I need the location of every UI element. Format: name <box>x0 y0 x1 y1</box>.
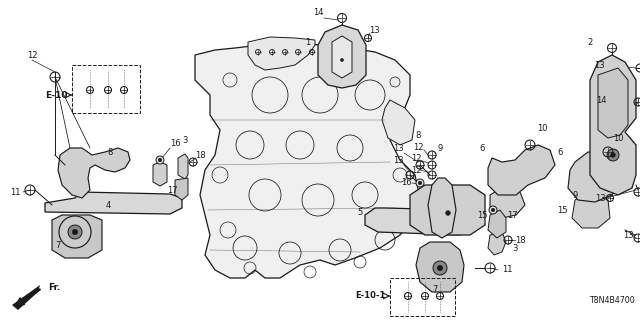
Text: 1: 1 <box>305 37 310 46</box>
Polygon shape <box>598 68 628 138</box>
Circle shape <box>418 181 422 185</box>
Text: 8: 8 <box>108 148 113 156</box>
Text: 18: 18 <box>195 150 205 159</box>
Text: T8N4B4700: T8N4B4700 <box>589 296 635 305</box>
Circle shape <box>332 50 352 70</box>
Text: 13: 13 <box>393 143 403 153</box>
Circle shape <box>156 156 164 164</box>
Text: 6: 6 <box>557 148 563 156</box>
Circle shape <box>445 211 451 215</box>
Text: 15: 15 <box>557 205 567 214</box>
Text: 13: 13 <box>623 230 634 239</box>
Circle shape <box>158 158 162 162</box>
Text: 12: 12 <box>411 165 421 174</box>
Circle shape <box>607 149 619 161</box>
Bar <box>390 278 455 316</box>
Circle shape <box>611 153 616 157</box>
Text: 13: 13 <box>369 26 380 35</box>
Text: 12: 12 <box>27 51 37 60</box>
Text: 2: 2 <box>588 37 593 46</box>
Text: 5: 5 <box>357 207 363 217</box>
Text: 16: 16 <box>401 178 412 187</box>
Text: 17: 17 <box>166 186 177 195</box>
Polygon shape <box>428 178 456 238</box>
Polygon shape <box>490 188 525 218</box>
Polygon shape <box>45 192 182 214</box>
Circle shape <box>68 225 82 239</box>
Circle shape <box>442 207 454 219</box>
Text: 4: 4 <box>106 201 111 210</box>
Text: 13: 13 <box>594 60 604 69</box>
Text: 15: 15 <box>477 211 487 220</box>
Text: 9: 9 <box>572 190 578 199</box>
Text: 7: 7 <box>55 241 61 250</box>
Circle shape <box>338 56 346 64</box>
Text: 11: 11 <box>10 188 20 196</box>
Polygon shape <box>58 148 130 198</box>
Polygon shape <box>248 37 315 70</box>
Polygon shape <box>572 194 610 228</box>
Text: 3: 3 <box>512 244 518 252</box>
Text: 12: 12 <box>413 142 423 151</box>
Polygon shape <box>382 100 415 145</box>
Circle shape <box>424 252 456 284</box>
Text: 9: 9 <box>437 143 443 153</box>
Text: 14: 14 <box>313 7 323 17</box>
Bar <box>72 65 140 113</box>
Polygon shape <box>410 185 485 235</box>
Text: 17: 17 <box>507 211 517 220</box>
Circle shape <box>437 265 443 271</box>
Circle shape <box>416 179 424 187</box>
Text: 10: 10 <box>537 124 547 132</box>
Circle shape <box>340 59 344 62</box>
Text: Fr.: Fr. <box>48 284 60 292</box>
Text: 3: 3 <box>182 135 188 145</box>
Circle shape <box>433 198 463 228</box>
Text: 18: 18 <box>515 236 525 244</box>
Polygon shape <box>178 154 188 179</box>
Polygon shape <box>488 145 555 195</box>
Text: 7: 7 <box>432 285 438 294</box>
Circle shape <box>59 216 91 248</box>
Circle shape <box>433 261 447 275</box>
Text: 14: 14 <box>596 95 606 105</box>
Polygon shape <box>416 242 464 292</box>
Circle shape <box>492 208 495 212</box>
Text: 13: 13 <box>595 194 605 203</box>
Polygon shape <box>488 210 506 238</box>
Polygon shape <box>488 232 506 255</box>
Polygon shape <box>332 36 352 78</box>
Polygon shape <box>365 208 475 235</box>
Polygon shape <box>175 178 188 200</box>
Polygon shape <box>195 42 420 278</box>
Text: 13: 13 <box>393 156 403 164</box>
Polygon shape <box>12 285 40 310</box>
Text: 16: 16 <box>170 139 180 148</box>
Text: 12: 12 <box>411 154 421 163</box>
Polygon shape <box>52 215 102 258</box>
Polygon shape <box>590 55 636 195</box>
Text: 6: 6 <box>479 143 484 153</box>
Polygon shape <box>318 25 366 88</box>
Text: E-10-1: E-10-1 <box>356 292 386 300</box>
Circle shape <box>72 229 78 235</box>
Circle shape <box>599 141 627 169</box>
Text: 10: 10 <box>612 133 623 142</box>
Polygon shape <box>153 162 167 186</box>
Circle shape <box>489 206 497 214</box>
Polygon shape <box>568 152 622 202</box>
Text: E-10: E-10 <box>45 91 68 100</box>
Text: 8: 8 <box>415 131 420 140</box>
Text: 11: 11 <box>502 266 512 275</box>
